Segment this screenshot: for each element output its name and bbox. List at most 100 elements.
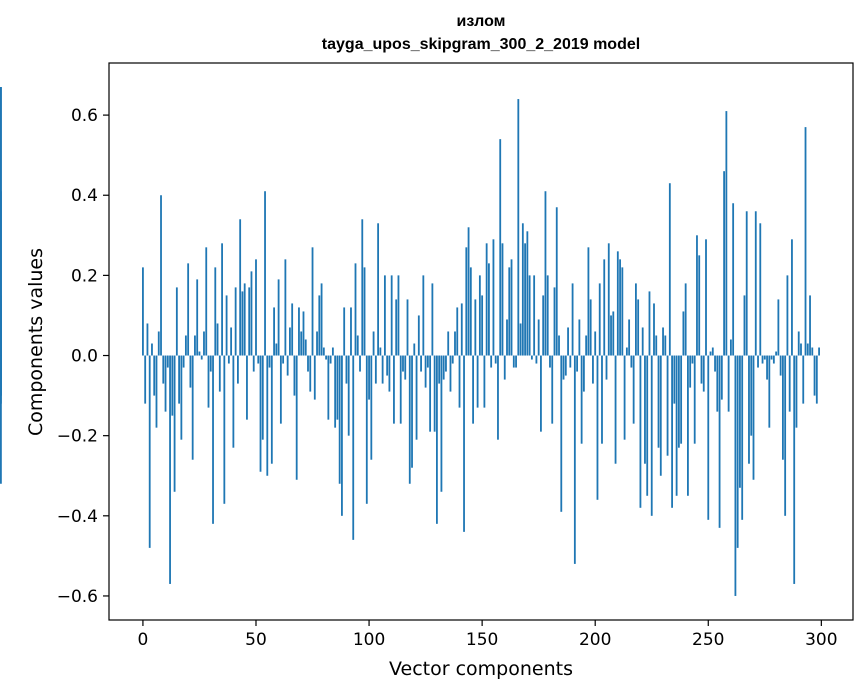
bar [361, 219, 364, 356]
bar [736, 355, 739, 548]
x-tick-label: 100 [353, 630, 385, 650]
bar [429, 355, 432, 432]
bar [234, 287, 237, 356]
bar [282, 355, 285, 364]
bar [745, 211, 748, 356]
bar [160, 195, 162, 356]
bar [171, 355, 174, 416]
bar [569, 355, 572, 368]
bar [485, 243, 488, 356]
bar [476, 355, 479, 408]
bar [436, 355, 438, 524]
bar [666, 355, 669, 456]
x-tick-label: 150 [466, 630, 498, 650]
bar [637, 299, 640, 356]
bar [709, 351, 712, 356]
bar [261, 355, 264, 440]
bar [702, 355, 705, 392]
bar [182, 355, 185, 368]
y-tick-label: −0.6 [57, 587, 98, 607]
bar [741, 355, 744, 520]
bar [809, 295, 811, 356]
bar [689, 355, 692, 388]
bar [406, 299, 409, 356]
bar [313, 355, 316, 400]
bar [752, 355, 755, 480]
bar [180, 355, 183, 440]
bar [687, 355, 689, 496]
bar [316, 331, 318, 356]
bar [682, 311, 685, 356]
bar [607, 243, 610, 356]
bar [458, 355, 461, 408]
bar [488, 263, 490, 356]
bar [307, 355, 309, 372]
bar [639, 355, 642, 508]
bar [291, 303, 294, 356]
bar [711, 347, 714, 356]
bar [454, 331, 456, 356]
bar [582, 355, 585, 392]
bar [191, 355, 194, 460]
bar [818, 347, 820, 356]
bar [397, 275, 400, 356]
bar [350, 307, 352, 356]
chart-title: излом [456, 13, 506, 30]
bar [411, 355, 413, 468]
bar [227, 355, 230, 364]
bar [748, 355, 750, 464]
bar [492, 239, 495, 356]
bar [415, 355, 418, 440]
bar [0, 355, 2, 396]
bar [347, 355, 350, 436]
bar [720, 355, 723, 400]
bar [549, 355, 551, 368]
bar [664, 335, 667, 356]
bar [571, 283, 574, 356]
bar [393, 355, 395, 424]
chart-subtitle: tayga_upos_skipgram_300_2_2019 model [321, 36, 641, 53]
bar [800, 343, 802, 356]
bar [237, 355, 239, 384]
bar [451, 355, 454, 364]
y-tick-label: 0.0 [71, 347, 98, 367]
bar [494, 355, 497, 364]
y-tick-label: 0.6 [71, 106, 98, 126]
bar [142, 267, 144, 356]
bar [732, 203, 735, 356]
bar [675, 355, 678, 496]
bar [573, 355, 576, 564]
bar [680, 355, 683, 444]
bar [553, 287, 556, 356]
bar [198, 351, 201, 356]
y-axis-ticks: −0.6 −0.4 −0.2 0.0 0.2 0.4 0.6 [57, 106, 109, 607]
bar [698, 255, 701, 356]
bar [259, 355, 262, 472]
x-tick-label: 300 [805, 630, 837, 650]
bar [463, 355, 465, 532]
bar [184, 335, 187, 356]
bar [580, 355, 583, 444]
bar [456, 307, 459, 356]
bar [781, 355, 784, 460]
bar [279, 355, 282, 424]
bar [791, 239, 793, 356]
bar [739, 355, 741, 488]
bar [275, 343, 278, 356]
y-axis-label: Components values [25, 247, 47, 437]
bar [433, 355, 436, 432]
bar [402, 355, 404, 372]
bar [467, 227, 470, 356]
bar [440, 355, 443, 492]
bar [381, 355, 384, 384]
bar [374, 355, 377, 384]
bar [750, 355, 753, 436]
bar [345, 355, 348, 384]
bar [628, 319, 631, 356]
bar [395, 299, 398, 356]
bar [558, 335, 560, 356]
bar [377, 223, 380, 356]
bar [555, 207, 558, 356]
